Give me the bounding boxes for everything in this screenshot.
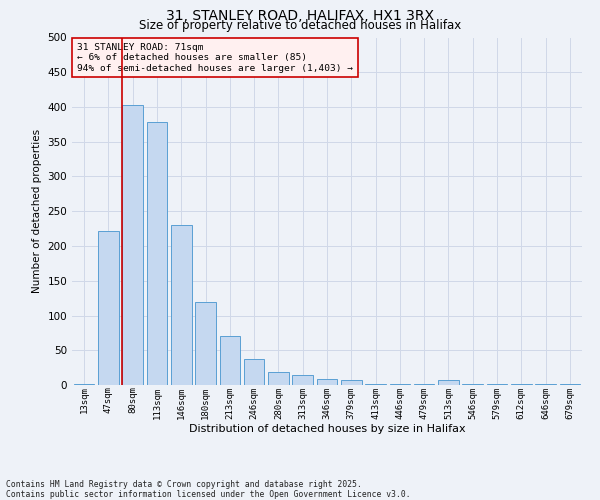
Bar	[122, 105, 143, 385]
Bar	[535, 384, 556, 385]
Bar	[487, 384, 508, 385]
Bar	[463, 384, 483, 385]
Bar	[341, 380, 362, 385]
Bar	[414, 384, 434, 385]
Bar	[511, 384, 532, 385]
Bar	[74, 384, 94, 385]
Text: Size of property relative to detached houses in Halifax: Size of property relative to detached ho…	[139, 19, 461, 32]
Bar	[195, 302, 216, 385]
Text: 31 STANLEY ROAD: 71sqm
← 6% of detached houses are smaller (85)
94% of semi-deta: 31 STANLEY ROAD: 71sqm ← 6% of detached …	[77, 42, 353, 72]
Bar	[438, 380, 459, 385]
Bar	[98, 230, 119, 385]
Bar	[244, 358, 265, 385]
Y-axis label: Number of detached properties: Number of detached properties	[32, 129, 42, 294]
Bar	[560, 384, 580, 385]
Text: 31, STANLEY ROAD, HALIFAX, HX1 3RX: 31, STANLEY ROAD, HALIFAX, HX1 3RX	[166, 9, 434, 23]
Bar	[317, 380, 337, 385]
X-axis label: Distribution of detached houses by size in Halifax: Distribution of detached houses by size …	[188, 424, 466, 434]
Bar	[220, 336, 240, 385]
Bar	[171, 225, 191, 385]
Bar	[365, 384, 386, 385]
Bar	[268, 372, 289, 385]
Bar	[146, 122, 167, 385]
Bar	[292, 376, 313, 385]
Text: Contains HM Land Registry data © Crown copyright and database right 2025.
Contai: Contains HM Land Registry data © Crown c…	[6, 480, 410, 499]
Bar	[389, 384, 410, 385]
